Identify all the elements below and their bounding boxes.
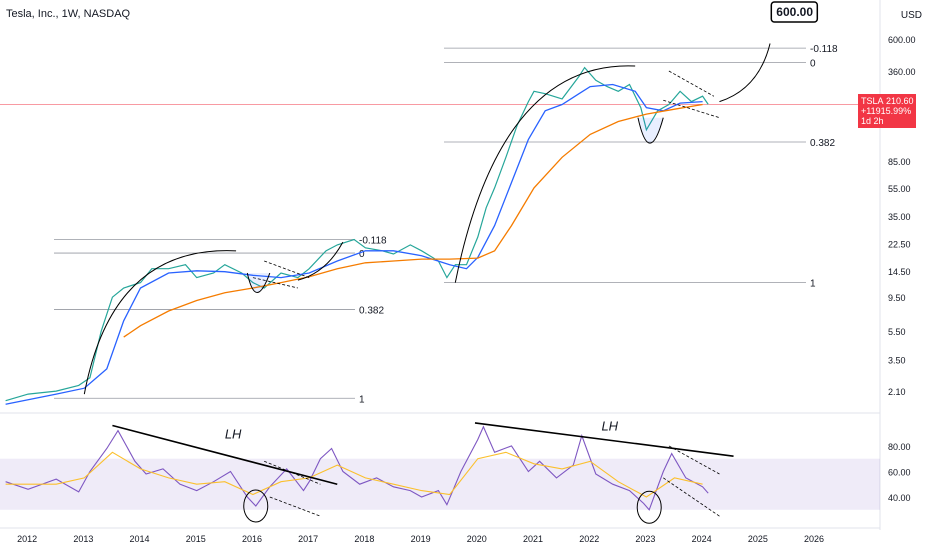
chart-header: Tesla, Inc., 1W, NASDAQ [6,8,131,20]
price-tag: TSLA 210.60 +11915.99% 1d 2h [858,94,916,128]
fib-level-label: -0.118 [810,44,838,55]
fib-level-label: 0.382 [810,138,835,149]
rsi-channel [663,477,720,517]
time-axis-tick-label: 2026 [804,534,824,544]
channel-annotation [663,70,720,119]
rsi-band [0,458,880,510]
price-series [5,66,709,402]
time-axis-tick-label: 2021 [523,534,543,544]
rsi-trendline [474,422,734,457]
price-axis-tick-label: 9.50 [888,293,906,303]
fib-level-label: 0 [810,59,816,70]
time-axis-tick-label: 2014 [130,534,150,544]
price-axis-tick-label: 360.00 [888,67,916,77]
cup-annotation [246,272,271,293]
price-axis-tick-label: 55.00 [888,184,911,194]
arc-annotation [83,250,237,395]
price-tag-ticker: TSLA [861,96,884,106]
fib-level-label: -0.118 [359,235,387,246]
price-axis-tick-label: 14.50 [888,267,911,277]
ma50-series [5,83,703,405]
rsi-axis-tick-label: 40.00 [888,493,911,503]
time-axis-tick-label: 2017 [298,534,318,544]
arc-annotation [454,65,636,283]
rsi-channel [264,460,321,485]
ma200-series [123,103,703,338]
time-axis-tick-label: 2019 [411,534,431,544]
rsi-channel [269,496,321,517]
price-tag-countdown: 1d 2h [861,116,884,126]
price-axis-tick-label: 600.00 [888,35,916,45]
fib-level-label: 0 [359,249,365,260]
time-axis-tick-label: 2016 [242,534,262,544]
time-axis-tick-label: 2018 [354,534,374,544]
target-badge-label: 600.00 [776,5,813,19]
price-axis-tick-label: 22.50 [888,240,911,250]
cup-annotation [637,117,664,144]
rsi-axis-tick-label: 60.00 [888,467,911,477]
rsi-low-circle [636,490,662,524]
lh-label-right: LH [601,419,618,434]
fib-level-label: 0.382 [359,305,384,316]
fib-level-label: 1 [359,394,365,405]
rsi-ma-series [5,451,703,498]
price-tag-price: 210.60 [886,96,914,106]
lh-label-left: LH [225,426,242,441]
fib-level-label: 1 [810,279,816,290]
rsi-axis-tick-label: 80.00 [888,442,911,452]
price-axis-tick-label: 35.00 [888,212,911,222]
price-axis-tick-label: 2.10 [888,387,906,397]
time-axis-tick-label: 2023 [635,534,655,544]
price-axis-tick-label: 85.00 [888,157,911,167]
time-axis-tick-label: 2013 [73,534,93,544]
time-axis-tick-label: 2025 [748,534,768,544]
time-axis-tick-label: 2022 [579,534,599,544]
time-axis-tick-label: 2012 [17,534,37,544]
time-axis-tick-label: 2020 [467,534,487,544]
price-axis-tick-label: 5.50 [888,327,906,337]
time-axis-tick-label: 2024 [692,534,712,544]
arrow-annotation [297,241,344,281]
arrow-annotation [719,43,771,103]
rsi-trendline [112,424,338,486]
rsi-low-circle [243,489,269,523]
time-axis-tick-label: 2015 [186,534,206,544]
price-tag-change: +11915.99% [861,106,912,116]
target-badge [770,1,819,23]
currency-label[interactable]: USD [900,10,922,21]
channel-annotation [252,260,310,289]
price-axis-tick-label: 3.50 [888,355,906,365]
